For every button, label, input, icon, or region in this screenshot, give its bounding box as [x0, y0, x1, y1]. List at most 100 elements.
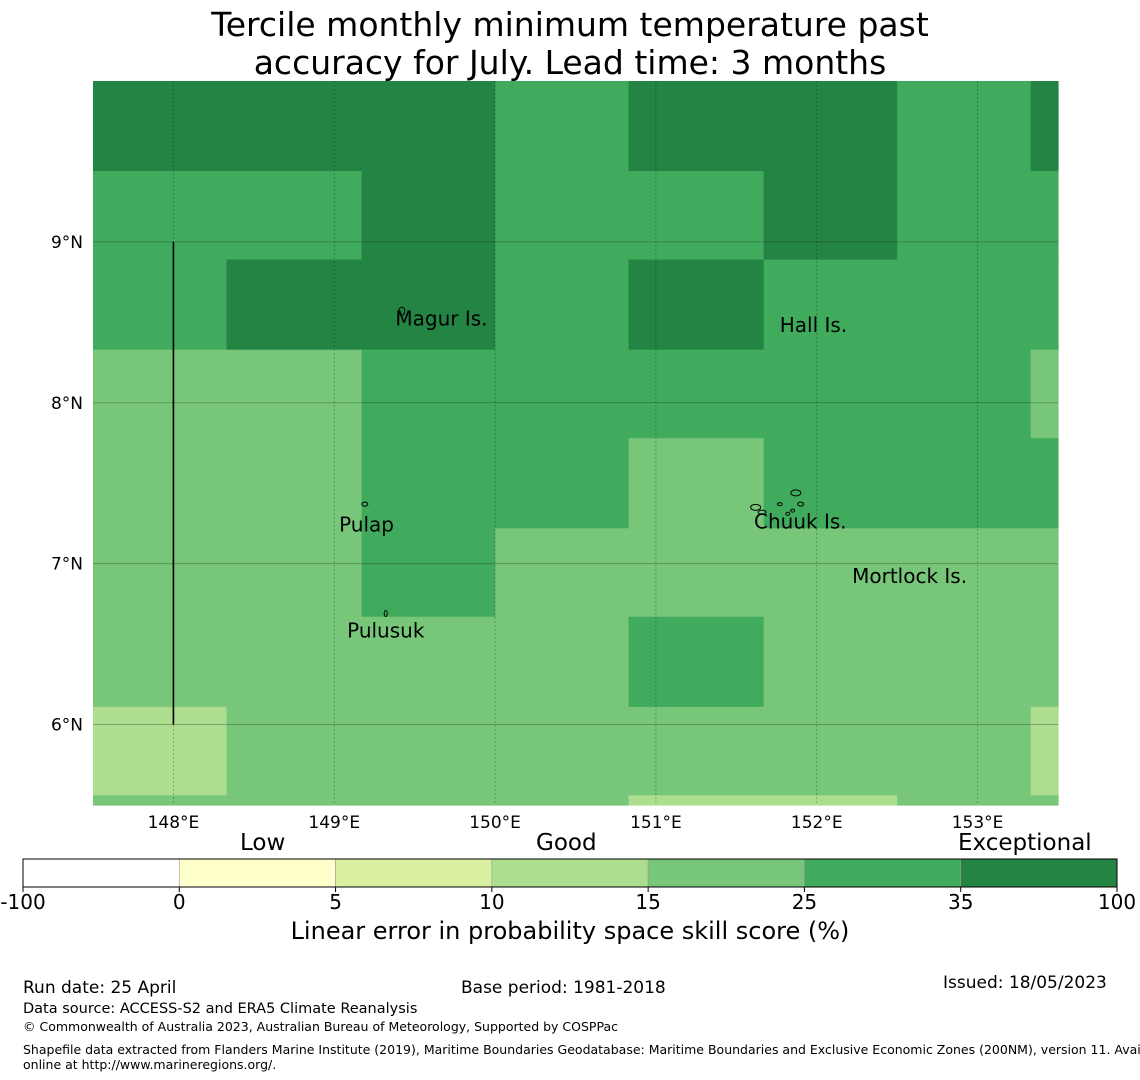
island-outline: [785, 511, 791, 516]
colorbar-tick-label: 35: [948, 890, 973, 914]
grid-cell: [897, 795, 1032, 806]
colorbar-word-low: Low: [240, 830, 286, 856]
grid-cell: [1030, 349, 1059, 439]
lon-tick-label: 148°E: [148, 813, 200, 833]
title-line-1: Tercile monthly minimum temperature past: [211, 5, 929, 44]
grid-cell: [628, 349, 765, 439]
grid-cell: [1030, 528, 1059, 618]
colorbar-tick-label: 25: [792, 890, 817, 914]
grid-cell: [1030, 795, 1059, 806]
colorbar-segment: [804, 858, 962, 888]
grid-cell: [628, 795, 765, 806]
colorbar-frame: [22, 858, 1118, 888]
grid-cell: [361, 616, 496, 708]
colorbar-segment: [22, 858, 180, 888]
colorbar-tick-label: 100: [1098, 890, 1136, 914]
grid-cell: [628, 706, 765, 796]
grid-cell: [1030, 81, 1059, 172]
colorbar-tick-label: 0: [173, 890, 186, 914]
island-outline: [750, 503, 762, 511]
grid-cell: [628, 528, 765, 618]
issued-date: Issued: 18/05/2023: [943, 973, 1107, 993]
data-source: Data source: ACCESS-S2 and ERA5 Climate …: [23, 1001, 418, 1017]
colorbar-word-good: Good: [536, 830, 597, 856]
grid-cell: [897, 81, 1032, 172]
grid-cell: [226, 706, 363, 796]
island-outline: [398, 306, 406, 316]
lon-tick-label: 151°E: [630, 813, 682, 833]
grid-cell: [361, 706, 496, 796]
grid-cell: [628, 438, 765, 529]
grid-cell: [93, 81, 228, 172]
grid-cell: [628, 171, 765, 261]
grid-cell: [93, 795, 228, 806]
grid-cell: [897, 438, 1032, 529]
grid-cell: [361, 259, 496, 351]
lat-tick-label: 8°N: [51, 394, 83, 414]
run-date: Run date: 25 April: [23, 978, 177, 998]
grid-cell: [763, 528, 898, 618]
lon-tick-label: 150°E: [469, 813, 521, 833]
place-label: Pulusuk: [347, 619, 425, 643]
grid-cell: [93, 171, 228, 261]
grid-cell: [763, 706, 898, 796]
lon-tick-label: 152°E: [791, 813, 843, 833]
island-outline: [757, 509, 767, 515]
island-outline: [790, 489, 802, 497]
lat-tick-label: 6°N: [51, 716, 83, 736]
skill-map: Magur Is. Hall Is. Pulap Chuuk Is. Mortlock …: [0, 81, 1136, 914]
grid-cell: [495, 259, 630, 351]
shapefile-credit-line-1: Shapefile data extracted from Flanders M…: [23, 1042, 1140, 1057]
grid-cell: [226, 438, 363, 529]
grid-cell: [495, 438, 630, 529]
grid-cell: [226, 528, 363, 618]
grid-cell: [226, 81, 363, 172]
grid-cell: [897, 349, 1032, 439]
grid-cell: [628, 81, 765, 172]
colorbar-segment: [647, 858, 805, 888]
grid-cell: [495, 795, 630, 806]
shapefile-credit-line-2: online at http://www.marineregions.org/.: [23, 1057, 277, 1072]
colorbar-tick-label: -100: [0, 890, 45, 914]
grid-cell: [93, 528, 228, 618]
grid-cell: [628, 616, 765, 708]
colorbar-tick-label: 5: [329, 890, 342, 914]
grid-cell: [628, 259, 765, 351]
grid-cell: [226, 616, 363, 708]
grid-cell: [226, 259, 363, 351]
grid-cell: [763, 349, 898, 439]
grid-cell: [897, 616, 1032, 708]
island-outline: [361, 501, 369, 507]
grid-cell: [897, 171, 1032, 261]
grid-cell: [93, 616, 228, 708]
grid-cell: [1030, 616, 1059, 708]
grid-cell: [1030, 259, 1059, 351]
grid-cell: [1030, 706, 1059, 796]
grid-cell: [361, 795, 496, 806]
grid-cell: [763, 81, 898, 172]
grid-cell: [763, 795, 898, 806]
grid-cell: [93, 438, 228, 529]
grid-cell: [361, 81, 496, 172]
grid-cell: [495, 81, 630, 172]
grid-cell: [763, 616, 898, 708]
grid-cell: [897, 528, 1032, 618]
place-label: Magur Is.: [395, 307, 487, 331]
grid-cell: [93, 349, 228, 439]
grid-cell: [361, 171, 496, 261]
copyright-notice: © Commonwealth of Australia 2023, Austra…: [23, 1019, 618, 1034]
map-title: Tercile monthly minimum temperature past…: [0, 6, 1140, 82]
lon-tick-label: 153°E: [952, 813, 1004, 833]
colorbar-tick-label: 15: [635, 890, 660, 914]
grid-cell: [495, 706, 630, 796]
place-label: Pulap: [339, 512, 394, 536]
grid-cell: [763, 171, 898, 261]
colorbar-segment: [335, 858, 493, 888]
colorbar-segment: [960, 858, 1118, 888]
colorbar-segment: [491, 858, 649, 888]
colorbar-tick-label: 10: [479, 890, 504, 914]
grid-cell: [93, 259, 228, 351]
island-outline: [383, 610, 388, 618]
grid-cell: [897, 706, 1032, 796]
lat-tick-label: 9°N: [51, 233, 83, 253]
